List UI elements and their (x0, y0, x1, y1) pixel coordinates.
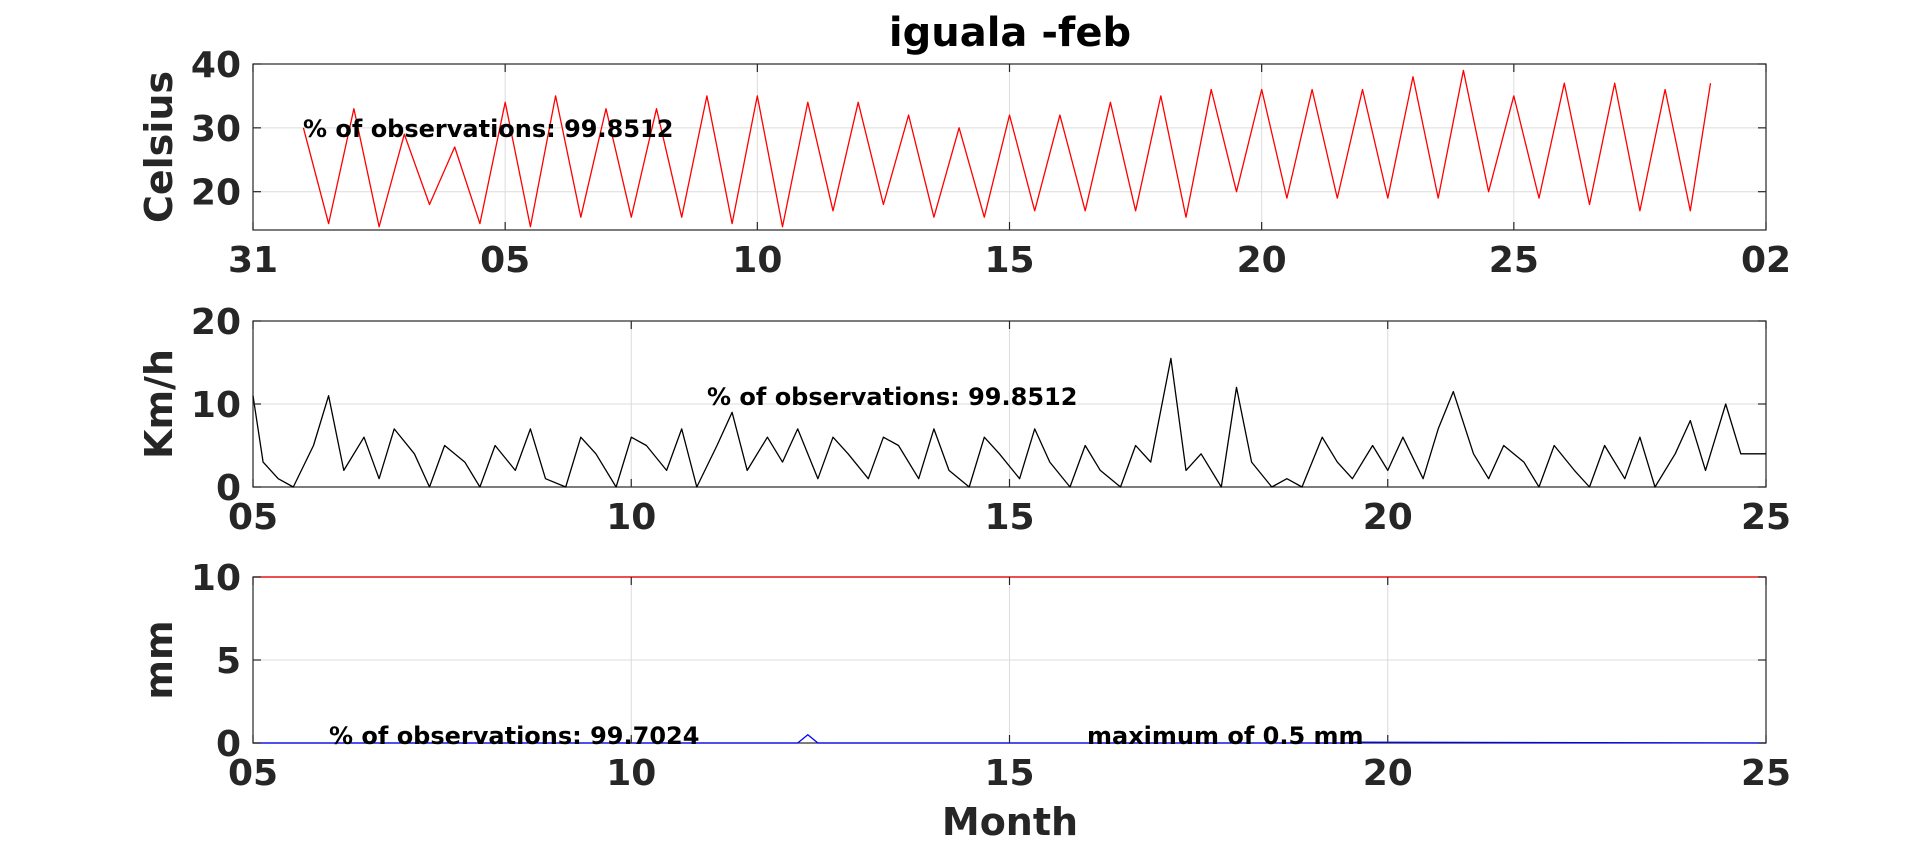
wind-y-axis-label: Km/h (137, 349, 181, 459)
wind-coverage-annotation: % of observations: 99.8512 (707, 383, 1077, 411)
temperature-x-tick-label: 31 (228, 240, 278, 281)
wind-x-tick-label: 20 (1363, 497, 1413, 538)
temperature-x-tick-label: 10 (732, 240, 782, 281)
temperature-y-tick-label: 40 (191, 45, 241, 86)
x-axis-label: Month (942, 800, 1078, 841)
temperature-panel: iguala -feb 31 05 10 15 20 25 02 20 30 40 % of ob… (137, 10, 1791, 281)
wind-panel: 05 10 15 20 25 0 10 20 % of observations: 99.85… (137, 302, 1791, 538)
wind-x-tick-label: 05 (228, 497, 278, 538)
precipitation-y-tick-label: 10 (191, 558, 241, 599)
temperature-x-tick-label: 25 (1489, 240, 1539, 281)
chart-title: iguala -feb (889, 10, 1131, 56)
temperature-x-tick-label: 02 (1741, 240, 1791, 281)
precipitation-x-tick-label: 15 (984, 753, 1034, 794)
wind-x-tick-label: 15 (984, 497, 1034, 538)
temperature-coverage-annotation: % of observations: 99.8512 (303, 115, 673, 143)
temperature-y-axis-label: Celsius (137, 71, 181, 223)
wind-x-tick-label: 10 (606, 497, 656, 538)
temperature-series-line-0 (302, 69, 1712, 228)
precipitation-series-line-0 (253, 734, 1767, 744)
temperature-x-tick-label: 20 (1237, 240, 1287, 281)
wind-y-tick-label: 20 (191, 302, 241, 343)
temperature-x-tick-label: 05 (480, 240, 530, 281)
wind-y-tick-label: 10 (191, 385, 241, 426)
precipitation-coverage-annotation: % of observations: 99.7024 (329, 722, 699, 750)
wind-y-tick-label: 0 (216, 468, 241, 509)
precipitation-y-tick-label: 0 (216, 724, 241, 765)
precipitation-maximum-annotation: maximum of 0.5 mm (1087, 722, 1364, 750)
precipitation-x-tick-label: 20 (1363, 753, 1413, 794)
precipitation-x-tick-label: 05 (228, 753, 278, 794)
wind-x-tick-label: 25 (1741, 497, 1791, 538)
wind-series-line-0 (252, 357, 1766, 488)
precipitation-x-tick-label: 10 (606, 753, 656, 794)
temperature-y-tick-label: 30 (191, 109, 241, 150)
precipitation-x-tick-label: 25 (1741, 753, 1791, 794)
temperature-y-tick-label: 20 (191, 173, 241, 214)
precipitation-y-tick-label: 5 (216, 641, 241, 682)
temperature-x-tick-label: 15 (984, 240, 1034, 281)
precipitation-y-axis-label: mm (137, 620, 181, 699)
